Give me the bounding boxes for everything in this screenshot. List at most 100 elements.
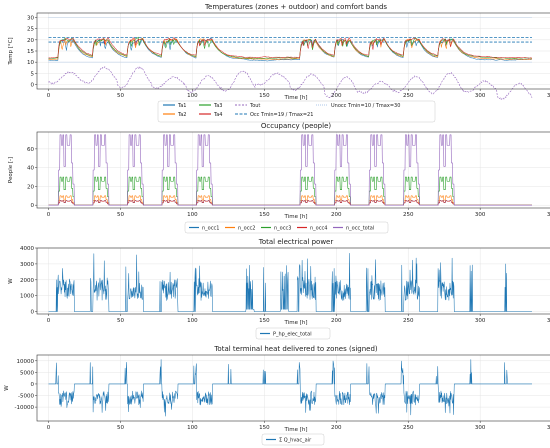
temperature-grid (37, 13, 550, 89)
x-tick-label: 50 (117, 93, 124, 99)
heat-y-label: W (4, 385, 10, 391)
y-tick-label: 10000 (17, 359, 35, 365)
series-line-ta3 (48, 36, 533, 59)
y-tick-label: 10 (27, 60, 34, 66)
heat-x-ticks: 0 50 100 150 200 250 300 350 (47, 421, 550, 431)
x-tick-label: 150 (259, 425, 270, 431)
legend-label-ta2: Ta2 (177, 112, 186, 118)
series-line-n-occ3 (48, 176, 532, 206)
y-tick-label: 4000 (20, 246, 34, 252)
power-x-ticks: 0 50 100 150 200 250 300 350 (47, 314, 550, 324)
y-tick-label: 25 (27, 27, 34, 33)
legend-label-p-hp-elec-total: P_hp_elec_total (273, 332, 312, 338)
temperature-legend: Ta1 Ta2 Ta3 Ta4 Tout Occ Tmin=19 / Tmax=… (157, 100, 436, 123)
x-tick-label: 200 (331, 93, 342, 99)
occupancy-x-ticks: 0 50 100 150 200 250 300 350 (47, 208, 550, 218)
heat-plot-area (36, 354, 550, 422)
series-line-n-occ2 (48, 195, 532, 206)
x-tick-label: 250 (403, 318, 414, 324)
y-tick-label: 0 (31, 310, 35, 316)
y-tick-label: 1000 (20, 294, 34, 300)
heat-title: Total terminal heat delivered to zones (… (213, 345, 378, 353)
legend-frame (255, 327, 331, 340)
temperature-x-label: Time [h] (284, 95, 308, 101)
power-plot-area (36, 247, 550, 315)
legend-label-ta3: Ta3 (213, 103, 222, 109)
occupancy-series (48, 134, 532, 206)
x-tick-label: 150 (259, 212, 270, 218)
x-tick-label: 350 (547, 93, 550, 99)
y-tick-label: 0 (31, 83, 35, 89)
legend-label-unocc: Unocc Tmin=10 / Tmax=30 (331, 103, 400, 109)
y-tick-label: 20 (27, 184, 34, 190)
x-tick-label: 350 (547, 212, 550, 218)
x-tick-label: 0 (47, 212, 51, 218)
x-tick-label: 350 (547, 425, 550, 431)
x-tick-label: 250 (403, 425, 414, 431)
legend-label-tout: Tout (249, 103, 260, 109)
heat-series (48, 359, 532, 417)
x-tick-label: 300 (475, 212, 486, 218)
y-tick-label: 2000 (20, 278, 34, 284)
x-tick-label: 100 (187, 318, 198, 324)
power-panel: Total electrical power 0 50 100 150 200 250 30… (8, 238, 550, 340)
x-tick-label: 100 (187, 93, 198, 99)
series-line-p-hp-elec-total (48, 252, 532, 312)
occupancy-y-ticks: 0 20 40 60 (27, 147, 37, 209)
occupancy-panel: Occupancy (people) 0 50 100 150 200 250 300 350… (8, 122, 550, 234)
series-line-n-occ1 (48, 200, 532, 206)
legend-frame (261, 433, 325, 446)
x-tick-label: 350 (547, 318, 550, 324)
legend-label-n-occ4: n_occ4 (310, 226, 327, 232)
x-tick-label: 200 (331, 425, 342, 431)
occupancy-plot-area (36, 131, 550, 209)
series-line-q-hvac-air (48, 359, 532, 417)
y-tick-label: -5000 (18, 394, 34, 400)
legend-label-n-occ2: n_occ2 (238, 226, 255, 232)
legend-frame (184, 221, 389, 234)
x-tick-label: 50 (117, 212, 124, 218)
x-tick-label: 100 (187, 425, 198, 431)
legend-frame (157, 100, 436, 123)
legend-label-n-occ3: n_occ3 (274, 226, 291, 232)
y-tick-label: 5000 (20, 370, 34, 376)
y-tick-label: 40 (27, 166, 34, 172)
x-tick-label: 0 (47, 93, 51, 99)
y-tick-label: 3000 (20, 262, 34, 268)
y-tick-label: 15 (27, 49, 34, 55)
x-tick-label: 250 (403, 93, 414, 99)
occupancy-title: Occupancy (people) (261, 122, 331, 130)
temperature-y-ticks: 0 5 10 15 20 25 30 (27, 15, 37, 89)
occupancy-x-label: Time [h] (284, 214, 308, 220)
x-tick-label: 150 (259, 93, 270, 99)
x-tick-label: 50 (117, 318, 124, 324)
legend-label-ta4: Ta4 (213, 112, 222, 118)
legend-label-ta1: Ta1 (177, 103, 186, 109)
legend-label-q-hvac-air: Σ Q_hvac_air (279, 438, 312, 444)
heat-panel: Total terminal heat delivered to zones (… (4, 345, 550, 446)
x-tick-label: 100 (187, 212, 198, 218)
heat-legend: Σ Q_hvac_air (261, 433, 325, 446)
series-line-tout (48, 66, 533, 100)
temperature-panel: Temperatures (zones + outdoor) and comfo… (8, 3, 550, 123)
legend-label-occ: Occ Tmin=19 / Tmax=21 (250, 112, 313, 118)
y-tick-label: 5 (31, 71, 35, 77)
legend-label-n-occ-total: n_occ_total (346, 226, 374, 232)
y-tick-label: -10000 (15, 405, 35, 411)
x-tick-label: 0 (47, 425, 51, 431)
temperature-series (48, 17, 533, 100)
occupancy-grid (37, 132, 550, 208)
power-grid (37, 247, 550, 314)
power-legend: P_hp_elec_total (255, 327, 331, 340)
series-line-n-occ-total (48, 134, 532, 206)
temperature-x-ticks: 0 50 100 150 200 250 300 350 (47, 89, 550, 99)
temperature-title: Temperatures (zones + outdoor) and comfo… (204, 3, 387, 11)
y-tick-label: 0 (31, 382, 35, 388)
heat-y-ticks: -10000 -5000 0 5000 10000 (15, 359, 37, 411)
x-tick-label: 200 (331, 212, 342, 218)
x-tick-label: 250 (403, 212, 414, 218)
heat-grid (37, 355, 550, 421)
legend-label-n-occ1: n_occ1 (202, 226, 219, 232)
power-series (48, 252, 532, 312)
